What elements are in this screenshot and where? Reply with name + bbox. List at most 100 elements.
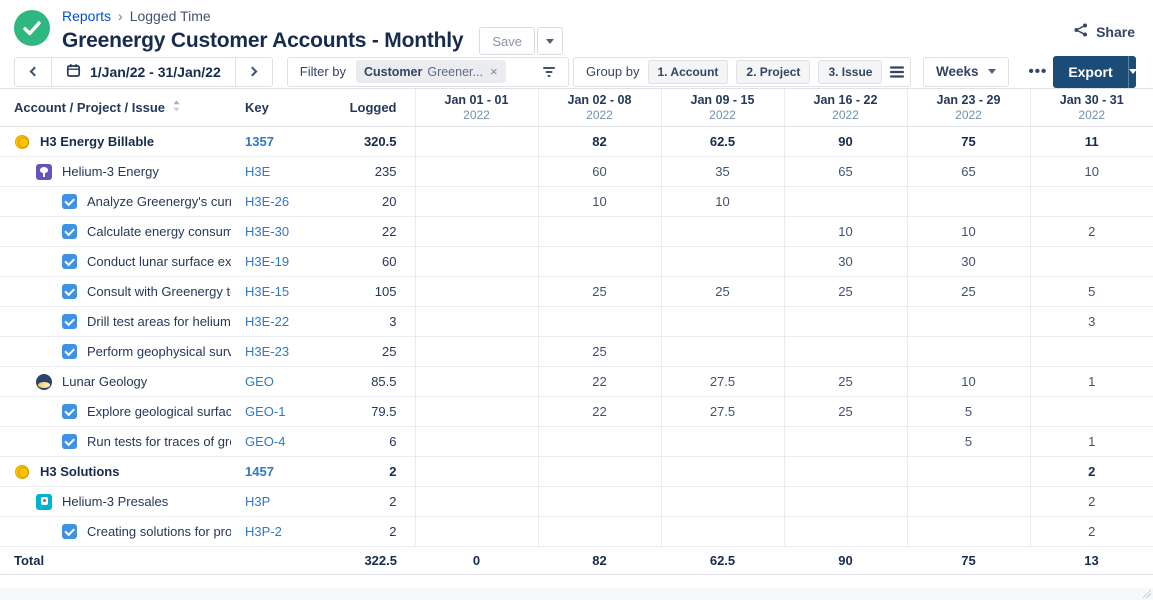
chevron-right-icon: [247, 66, 258, 77]
filter-funnel-icon[interactable]: [542, 66, 556, 78]
total-week-cell: 62.5: [661, 546, 784, 575]
week-cell: 10: [1029, 156, 1153, 187]
export-dropdown-button[interactable]: [1127, 55, 1136, 88]
row-key-link[interactable]: H3P-2: [245, 524, 282, 539]
remove-filter-icon[interactable]: ×: [489, 64, 498, 79]
row-key-link[interactable]: H3E-30: [245, 224, 290, 239]
week-cell: [783, 486, 907, 517]
table-row[interactable]: Run tests for traces of gree... GEO-4 6 …: [0, 426, 1153, 457]
row-key-link[interactable]: 1357: [245, 134, 274, 149]
row-key-link[interactable]: 1457: [245, 464, 274, 479]
week-cell: 35: [660, 156, 784, 187]
week-cell: [783, 426, 907, 457]
table-row[interactable]: Calculate energy consumpt... H3E-30 22 1…: [0, 216, 1153, 247]
row-key-link[interactable]: H3E-15: [245, 284, 290, 299]
table-row[interactable]: Drill test areas for helium-3... H3E-22 …: [0, 306, 1153, 337]
group-chip-project[interactable]: 2. Project: [736, 59, 811, 84]
row-key-link[interactable]: GEO: [245, 374, 274, 389]
page-title: Greenergy Customer Accounts - Monthly: [62, 29, 464, 52]
week-cell: [660, 426, 784, 457]
total-week-cell: 90: [784, 546, 907, 575]
table-row[interactable]: Perform geophysical surve... H3E-23 25 2…: [0, 336, 1153, 367]
table-row[interactable]: Analyze Greenergy's curre... H3E-26 20 1…: [0, 186, 1153, 217]
week-cell: 22: [537, 366, 661, 397]
week-cell: 10: [906, 216, 1030, 247]
table-row[interactable]: Helium-3 Presales H3P 2 2: [0, 486, 1153, 517]
column-header-account-project-issue[interactable]: Account / Project / Issue: [0, 88, 231, 127]
row-name: H3 Solutions: [40, 464, 120, 479]
table-row[interactable]: H3 Energy Billable 1357 320.5 82 62.5 90…: [0, 126, 1153, 157]
week-cell: [906, 306, 1030, 337]
export-button[interactable]: Export: [1053, 56, 1127, 88]
chevron-left-icon: [29, 66, 40, 77]
row-name: Creating solutions for proje...: [87, 524, 231, 539]
row-key-link[interactable]: H3E-26: [245, 194, 290, 209]
week-cell: [414, 486, 538, 517]
week-cell: 2: [1029, 486, 1153, 517]
week-cell: 30: [906, 246, 1030, 277]
more-options-button[interactable]: •••: [1023, 59, 1054, 84]
row-name: Consult with Greenergy to ...: [87, 284, 231, 299]
week-cell: [1029, 396, 1153, 427]
filter-chip-field: Customer: [364, 64, 423, 79]
row-key-link[interactable]: H3E-19: [245, 254, 290, 269]
table-row[interactable]: Helium-3 Energy H3E 235 60 35 65 65 10: [0, 156, 1153, 187]
week-cell: 25: [783, 366, 907, 397]
column-header-key: Key: [231, 88, 319, 127]
table-row[interactable]: Consult with Greenergy to ... H3E-15 105…: [0, 276, 1153, 307]
table-body: H3 Energy Billable 1357 320.5 82 62.5 90…: [0, 126, 1153, 547]
row-name: Lunar Geology: [62, 374, 148, 389]
table-row[interactable]: Creating solutions for proje... H3P-2 2 …: [0, 516, 1153, 547]
total-week-cell: 82: [538, 546, 661, 575]
task-checkbox-icon: [62, 524, 77, 539]
task-checkbox-icon: [62, 404, 77, 419]
week-column-header: Jan 16 - 22 2022: [783, 88, 907, 127]
row-key-link[interactable]: GEO-4: [245, 434, 286, 449]
task-checkbox-icon: [62, 284, 77, 299]
week-cell: 27.5: [660, 366, 784, 397]
table-row[interactable]: Conduct lunar surface exp... H3E-19 60 3…: [0, 246, 1153, 277]
table-row[interactable]: Lunar Geology GEO 85.5 22 27.5 25 10 1: [0, 366, 1153, 397]
week-column-header: Jan 02 - 08 2022: [537, 88, 661, 127]
week-cell: [660, 246, 784, 277]
week-cell: [783, 456, 907, 487]
row-name: Conduct lunar surface exp...: [87, 254, 231, 269]
row-key-link[interactable]: H3P: [245, 494, 271, 509]
week-cell: 10: [783, 216, 907, 247]
table-row[interactable]: H3 Solutions 1457 2 2: [0, 456, 1153, 487]
period-select-button[interactable]: Weeks: [923, 56, 1009, 87]
week-cell: [414, 366, 538, 397]
row-key-link[interactable]: GEO-1: [245, 404, 286, 419]
filter-chip-value: Greener...: [427, 64, 483, 79]
save-dropdown-button[interactable]: [537, 27, 564, 55]
week-cell: 5: [906, 426, 1030, 457]
row-key-link[interactable]: H3E-22: [245, 314, 290, 329]
filter-chip-customer[interactable]: Customer Greener... ×: [356, 60, 506, 83]
menu-icon[interactable]: [890, 65, 905, 78]
horizontal-scrollbar-track[interactable]: [0, 588, 1153, 600]
week-cell: [660, 456, 784, 487]
report-header: Reports › Logged Time Greenergy Customer…: [0, 0, 1153, 55]
week-cell: [783, 336, 907, 367]
week-cell: [1029, 336, 1153, 367]
row-name: Helium-3 Energy: [62, 164, 159, 179]
save-button[interactable]: Save: [479, 27, 536, 55]
row-key-link[interactable]: H3E: [245, 164, 271, 179]
breadcrumb-reports[interactable]: Reports: [62, 8, 112, 24]
filter-box: Filter by Customer Greener... ×: [286, 56, 570, 87]
row-logged: 2: [319, 516, 415, 547]
group-chip-issue[interactable]: 3. Issue: [818, 59, 883, 84]
project-avatar-energy-icon: [36, 163, 52, 180]
sort-icon[interactable]: [172, 100, 181, 115]
previous-period-button[interactable]: [15, 58, 51, 86]
next-period-button[interactable]: [236, 58, 272, 86]
week-cell: 65: [906, 156, 1030, 187]
week-cell: 2: [1029, 456, 1153, 487]
week-cell: 60: [537, 156, 661, 187]
share-button[interactable]: Share: [1073, 22, 1135, 41]
table-row[interactable]: Explore geological surface ... GEO-1 79.…: [0, 396, 1153, 427]
group-chip-account[interactable]: 1. Account: [647, 59, 729, 84]
date-range-button[interactable]: 1/Jan/22 - 31/Jan/22: [51, 57, 236, 86]
row-key-link[interactable]: H3E-23: [245, 344, 290, 359]
export-button-group: Export: [1053, 55, 1136, 88]
